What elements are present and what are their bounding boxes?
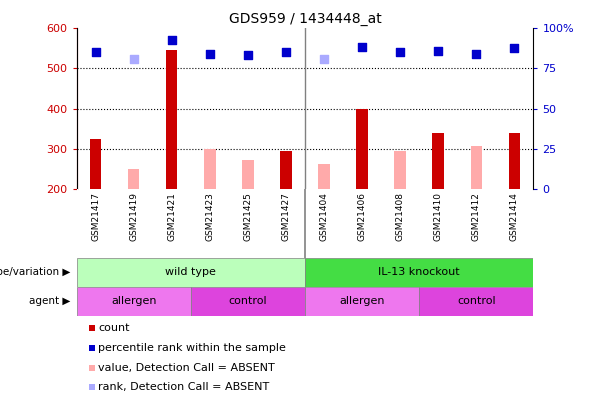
Text: GSM21427: GSM21427 [281,192,291,241]
Text: GSM21423: GSM21423 [205,192,215,241]
Point [509,45,519,51]
Point [281,49,291,55]
Bar [356,109,368,189]
Text: GSM21408: GSM21408 [395,192,405,241]
Bar [318,164,330,189]
Bar [77,287,191,316]
Text: control: control [457,296,495,306]
Point [357,44,367,51]
Text: GSM21410: GSM21410 [433,192,443,241]
Bar [432,133,444,189]
Bar [166,50,178,189]
Text: GSM21406: GSM21406 [357,192,367,241]
Text: rank, Detection Call = ABSENT: rank, Detection Call = ABSENT [98,382,269,392]
Text: agent ▶: agent ▶ [29,296,70,306]
Bar [509,132,520,189]
Point [91,49,101,55]
Text: value, Detection Call = ABSENT: value, Detection Call = ABSENT [98,362,275,373]
Text: GSM21425: GSM21425 [243,192,253,241]
Text: allergen: allergen [340,296,385,306]
Bar [394,151,406,189]
Bar [280,151,292,189]
Text: percentile rank within the sample: percentile rank within the sample [98,343,286,353]
Bar [305,258,533,287]
Point [395,49,405,55]
Bar [242,160,254,189]
Bar [305,287,419,316]
Text: GSM21421: GSM21421 [167,192,177,241]
Bar [128,169,139,189]
Point [319,56,329,62]
Text: GSM21414: GSM21414 [510,192,519,241]
Point [471,51,481,58]
Point [167,37,177,44]
Bar [90,139,101,189]
Point [129,55,139,62]
Bar [77,258,305,287]
Title: GDS959 / 1434448_at: GDS959 / 1434448_at [229,12,381,26]
Bar [204,149,216,189]
Text: GSM21404: GSM21404 [319,192,329,241]
Text: wild type: wild type [166,267,216,277]
Point [433,48,443,54]
Text: GSM21419: GSM21419 [129,192,138,241]
Text: IL-13 knockout: IL-13 knockout [378,267,460,277]
Text: genotype/variation ▶: genotype/variation ▶ [0,267,70,277]
Bar [191,287,305,316]
Point [205,51,215,58]
Text: control: control [229,296,267,306]
Text: GSM21412: GSM21412 [472,192,481,241]
Bar [419,287,533,316]
Text: allergen: allergen [111,296,156,306]
Bar [471,146,482,189]
Point [243,52,253,58]
Text: count: count [98,323,129,333]
Text: GSM21417: GSM21417 [91,192,100,241]
